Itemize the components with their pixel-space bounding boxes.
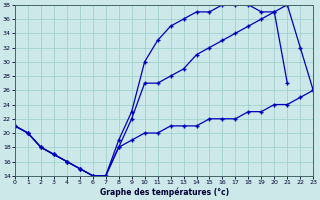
X-axis label: Graphe des températures (°c): Graphe des températures (°c): [100, 188, 229, 197]
